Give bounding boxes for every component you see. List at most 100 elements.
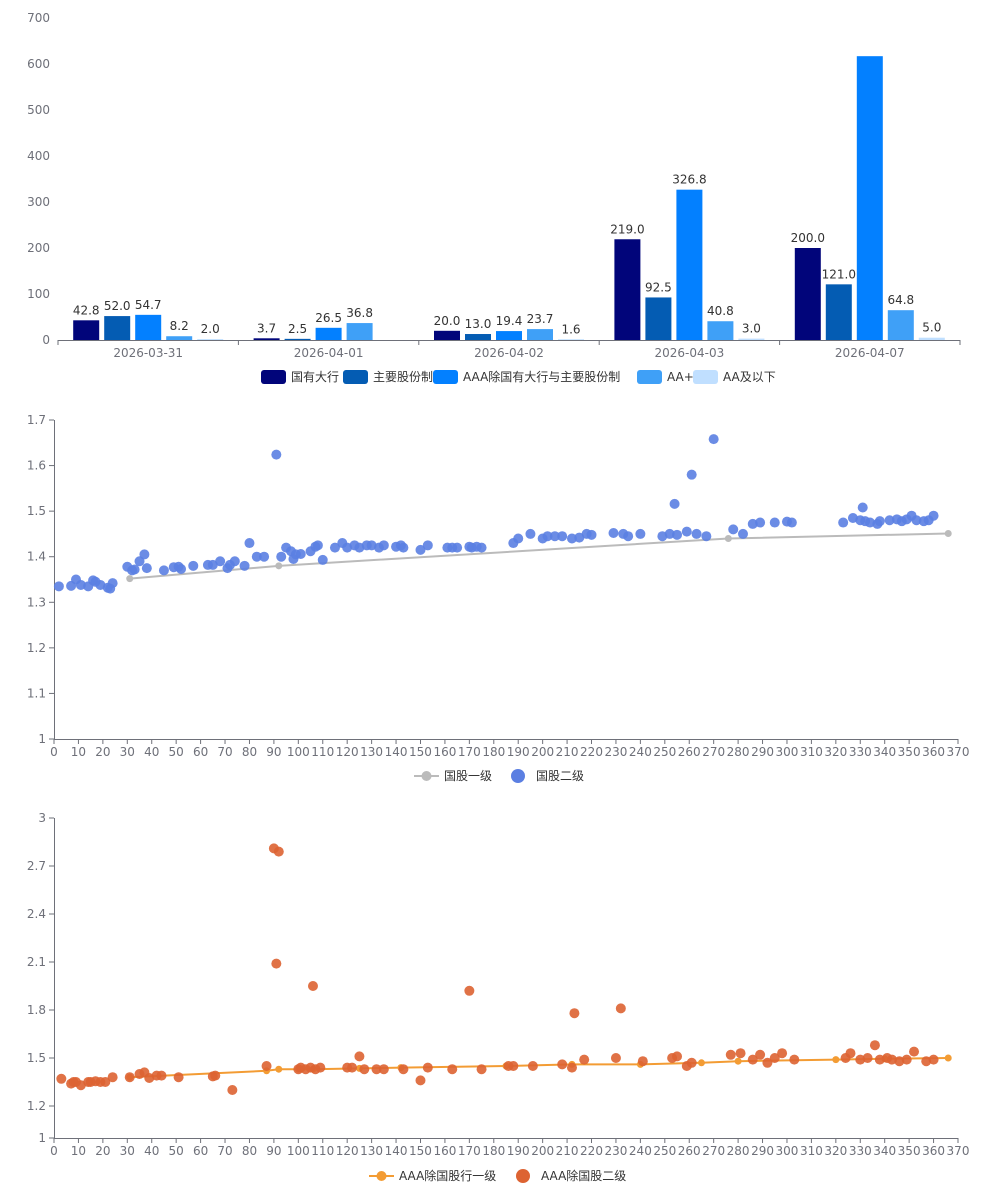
scatter-point[interactable] [271, 958, 282, 969]
legend-swatch-dot[interactable] [376, 1171, 387, 1181]
scatter-point[interactable] [215, 556, 226, 567]
scatter-point[interactable] [312, 540, 323, 551]
bar[interactable] [738, 338, 765, 340]
scatter-point[interactable] [911, 515, 922, 526]
scatter-point[interactable] [557, 1059, 568, 1070]
scatter-point[interactable] [378, 1064, 389, 1075]
scatter-point[interactable] [188, 560, 199, 571]
scatter-point[interactable] [124, 1072, 135, 1083]
scatter-point[interactable] [347, 1062, 358, 1073]
scatter-point[interactable] [669, 498, 680, 509]
bar[interactable] [73, 320, 100, 340]
scatter-point[interactable] [100, 1077, 111, 1087]
scatter-point[interactable] [686, 1057, 697, 1068]
scatter-point[interactable] [762, 1057, 773, 1068]
scatter-point[interactable] [615, 1003, 626, 1014]
scatter-point[interactable] [176, 564, 187, 575]
scatter-point[interactable] [415, 544, 426, 555]
scatter-point[interactable] [378, 540, 389, 551]
bar[interactable] [104, 316, 131, 340]
scatter-point[interactable] [579, 1054, 590, 1065]
line-point[interactable] [944, 529, 952, 537]
scatter-point[interactable] [452, 542, 463, 553]
scatter-point[interactable] [229, 556, 240, 567]
bar[interactable] [434, 330, 460, 340]
scatter-point[interactable] [664, 528, 675, 539]
scatter-point[interactable] [525, 528, 536, 539]
scatter-point[interactable] [838, 517, 849, 528]
line-point[interactable] [734, 1057, 742, 1065]
scatter-point[interactable] [857, 502, 868, 513]
scatter-point[interactable] [610, 1053, 621, 1063]
legend-swatch[interactable] [516, 1169, 530, 1183]
bar[interactable] [707, 321, 734, 340]
scatter-point[interactable] [359, 1064, 370, 1075]
scatter-point[interactable] [737, 528, 748, 539]
bar[interactable] [284, 338, 311, 340]
scatter-point[interactable] [173, 1072, 184, 1083]
scatter-point[interactable] [422, 540, 433, 551]
bar[interactable] [614, 239, 641, 340]
scatter-point[interactable] [769, 517, 780, 528]
scatter-point[interactable] [635, 528, 646, 539]
scatter-point[interactable] [139, 549, 150, 560]
bar[interactable] [825, 284, 852, 340]
legend-label[interactable]: 主要股份制 [373, 370, 433, 384]
scatter-point[interactable] [708, 434, 719, 445]
scatter-point[interactable] [129, 564, 140, 575]
line-point[interactable] [724, 534, 732, 542]
scatter-point[interactable] [566, 1062, 577, 1073]
scatter-point[interactable] [315, 1062, 326, 1073]
scatter2-legend[interactable]: AAA除国股行一级 AAA除国股二级 [369, 1168, 626, 1183]
legend-swatch[interactable] [637, 370, 662, 384]
bar[interactable] [676, 189, 703, 340]
legend-label[interactable]: 国股二级 [536, 769, 584, 783]
bar[interactable] [135, 314, 162, 340]
scatter-point[interactable] [901, 1054, 912, 1065]
legend-label[interactable]: 国股一级 [444, 769, 492, 783]
line-point[interactable] [126, 575, 134, 583]
legend-swatch[interactable] [343, 370, 368, 384]
legend-swatch[interactable] [511, 769, 525, 783]
scatter-point[interactable] [251, 551, 262, 562]
scatter-point[interactable] [271, 449, 282, 460]
line-point[interactable] [832, 1056, 840, 1064]
scatter-point[interactable] [928, 510, 939, 521]
scatter-point[interactable] [464, 985, 475, 996]
scatter-point[interactable] [691, 528, 702, 539]
scatter-point[interactable] [259, 551, 270, 562]
scatter-point[interactable] [672, 1051, 683, 1062]
scatter-point[interactable] [874, 516, 885, 527]
scatter-point[interactable] [549, 531, 560, 542]
scatter-point[interactable] [928, 1054, 939, 1065]
scatter-point[interactable] [755, 517, 766, 528]
bar[interactable] [496, 331, 522, 340]
bar[interactable] [856, 56, 883, 341]
scatter-point[interactable] [107, 1072, 118, 1083]
scatter-point[interactable] [681, 526, 692, 537]
scatter-point[interactable] [447, 1064, 458, 1075]
legend-swatch[interactable] [693, 370, 718, 384]
bar[interactable] [645, 297, 672, 340]
scatter-point[interactable] [566, 533, 577, 544]
scatter-point[interactable] [329, 542, 340, 553]
scatter-point[interactable] [735, 1048, 746, 1059]
scatter-point[interactable] [728, 524, 739, 535]
bar[interactable] [346, 323, 373, 340]
scatter-point[interactable] [107, 578, 118, 589]
scatter-point[interactable] [210, 1070, 221, 1081]
scatter-point[interactable] [398, 1064, 409, 1075]
bar-chart-legend[interactable]: 国有大行 主要股份制 AAA除国有大行与主要股份制 AA+ AA及以下 [261, 369, 776, 384]
legend-label[interactable]: AAA除国股行一级 [399, 1168, 496, 1183]
scatter-point[interactable] [398, 542, 409, 553]
scatter-point[interactable] [845, 1048, 856, 1059]
legend-label[interactable]: AAA除国有大行与主要股份制 [463, 369, 620, 384]
bar[interactable] [315, 327, 342, 340]
bar[interactable] [918, 337, 945, 340]
scatter-point[interactable] [608, 528, 619, 539]
scatter-point[interactable] [273, 846, 284, 857]
scatter-point[interactable] [884, 515, 895, 526]
bar[interactable] [527, 329, 553, 340]
scatter-point[interactable] [295, 548, 306, 559]
scatter-point[interactable] [542, 531, 553, 542]
